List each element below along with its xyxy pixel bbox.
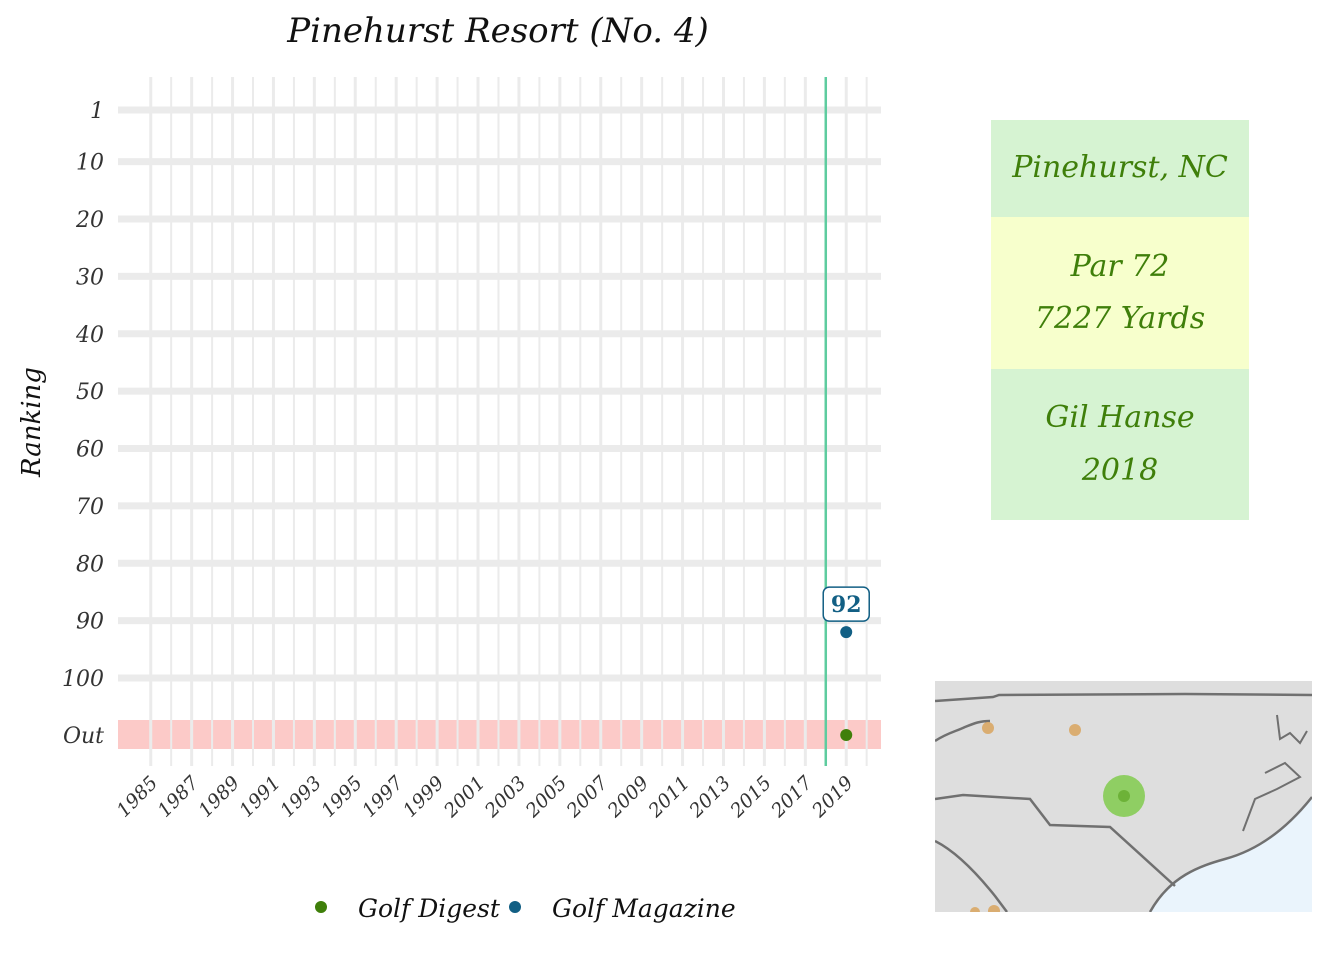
course-panel: Par 72 7227 Yards (991, 217, 1249, 369)
x-tick-label: 1993 (276, 772, 326, 822)
x-tick-label: 1987 (153, 771, 203, 821)
legend: Golf Digest Golf Magazine (315, 894, 736, 923)
map-sounds (1242, 714, 1308, 832)
data-point (840, 626, 853, 639)
legend-label: Golf Magazine (552, 894, 736, 923)
x-tick-label: 1991 (235, 772, 285, 822)
data-label: 92 (831, 592, 862, 618)
legend-label: Golf Digest (358, 894, 501, 923)
x-tick-label: 2009 (603, 772, 653, 822)
y-tick-label: 20 (75, 208, 104, 233)
y-tick-label: 30 (76, 265, 104, 290)
map-state-border-south (935, 839, 1008, 912)
location-panel: Pinehurst, NC (991, 120, 1249, 217)
par-text: Par 72 (1070, 248, 1170, 284)
map-state-border-middle (935, 793, 1176, 887)
x-tick-label: 2011 (644, 772, 694, 822)
y-tick-label: 100 (62, 667, 104, 692)
x-tick-label: 1995 (317, 772, 367, 822)
x-tick-label: 1985 (113, 772, 163, 822)
y-tick-label: 60 (76, 438, 104, 463)
architect-text: Gil Hanse (1045, 400, 1195, 435)
x-tick-label: 2003 (480, 772, 530, 822)
y-tick-label: 1 (90, 99, 104, 124)
x-tick-label: 2015 (725, 772, 775, 822)
y-tick-label: Out (63, 724, 104, 749)
chart-title: Pinehurst Resort (No. 4) (286, 11, 709, 51)
y-tick-label: 40 (75, 323, 104, 348)
architect-panel: Gil Hanse 2018 (991, 369, 1249, 520)
x-tick-label: 1997 (358, 771, 408, 821)
out-band (118, 720, 881, 749)
x-tick-label: 2013 (685, 772, 735, 822)
map-course-marker (982, 722, 994, 734)
ranking-chart: Pinehurst Resort (No. 4) Ranking 1 10 20 30… (17, 11, 881, 923)
location-text: Pinehurst, NC (1012, 150, 1228, 186)
data-label-box (822, 586, 870, 622)
y-tick-label: 90 (76, 610, 104, 635)
location-map (935, 681, 1312, 912)
x-tick-label: 2005 (521, 772, 571, 822)
map-state-border-north (935, 692, 1312, 703)
map-ocean (1150, 797, 1312, 912)
map-coastline (1148, 796, 1312, 912)
map-course-marker (988, 905, 1000, 912)
yardage-text: 7227 Yards (1034, 301, 1206, 336)
x-tick-label: 2019 (807, 772, 857, 822)
y-tick-label: 50 (76, 380, 104, 405)
map-course-marker (1069, 724, 1081, 736)
data-point (840, 729, 853, 741)
x-tick-label: 1989 (194, 772, 244, 822)
map-state-border-west (935, 719, 991, 743)
y-tick-label: 10 (76, 151, 104, 176)
x-tick-label: 2007 (562, 771, 613, 822)
x-tick-label: 2001 (439, 772, 489, 822)
x-tick-label: 1999 (399, 772, 449, 822)
map-course-marker (970, 907, 980, 912)
y-axis-label: Ranking (17, 367, 47, 478)
legend-swatch (509, 901, 521, 913)
architect-year-text: 2018 (1081, 452, 1159, 488)
y-tick-label: 80 (76, 552, 104, 577)
y-tick-label: 70 (76, 495, 104, 520)
legend-swatch (315, 901, 327, 913)
x-tick-label: 2017 (766, 771, 817, 822)
map-highlight-marker (1118, 790, 1130, 802)
